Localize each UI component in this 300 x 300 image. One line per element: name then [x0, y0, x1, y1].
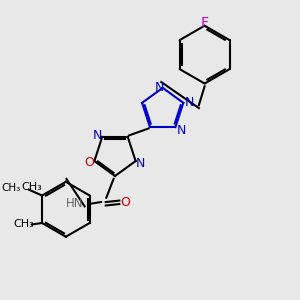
Text: N: N — [155, 81, 164, 94]
Text: N: N — [135, 158, 145, 170]
Text: CH₃: CH₃ — [22, 182, 42, 192]
Text: F: F — [201, 16, 208, 30]
Text: N: N — [93, 130, 103, 142]
Text: CH₃: CH₃ — [1, 183, 20, 193]
Text: N: N — [184, 96, 194, 110]
Text: HN: HN — [66, 197, 83, 210]
Text: N: N — [176, 124, 186, 136]
Text: CH₃: CH₃ — [13, 219, 34, 230]
Text: O: O — [84, 156, 94, 169]
Text: O: O — [120, 196, 130, 208]
